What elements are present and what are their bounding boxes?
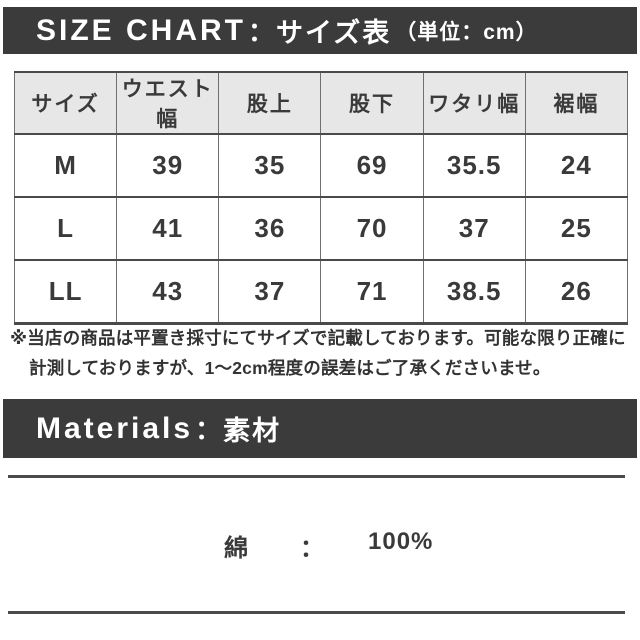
value-cell: 69 (320, 134, 424, 197)
material-composition-row: 綿 ： 100% (0, 528, 640, 562)
materials-header-bar: Materials ： 素材 (3, 399, 637, 458)
size-chart-title-ja: サイズ表 (276, 18, 392, 48)
size-label: L (57, 213, 75, 243)
size-chart-title-en: SIZE CHART (36, 13, 246, 47)
value-cell: 71 (320, 260, 424, 323)
value-cell: 38.5 (422, 260, 526, 323)
size-table-row-m: M 39 35 69 35.5 24 (14, 134, 628, 197)
column-header-size: サイズ (31, 93, 100, 116)
column-header-inseam: 股下 (320, 72, 424, 134)
value-cell: 35 (218, 134, 321, 197)
disclaimer-line-1: ※当店の商品は平置き採寸にてサイズで記載しております。可能な限り正確に (10, 328, 626, 348)
value-cell: 43 (116, 260, 219, 323)
value-cell: 70 (320, 197, 424, 260)
material-name: 綿 (224, 535, 248, 562)
column-header-rise: 股上 (218, 72, 321, 134)
materials-title-ja: 素材 (223, 416, 282, 446)
size-table-row-ll: LL 43 37 71 38.5 26 (15, 260, 628, 323)
size-label: M (54, 150, 77, 180)
material-percentage: 100% (368, 528, 434, 555)
size-chart-header-bar: SIZE CHART ： サイズ表 （単位：cm） (3, 7, 637, 54)
value-cell: 25 (524, 197, 628, 260)
value-cell: 36 (218, 197, 321, 260)
size-chart-title-separator: ： (248, 17, 275, 47)
materials-divider-top (8, 475, 625, 478)
disclaimer-line-2: 計測しておりますが、1〜2cm程度の誤差はご了承くださいませ。 (29, 358, 551, 378)
value-cell: 26 (524, 260, 628, 323)
value-cell: 24 (524, 134, 628, 197)
material-separator: ： (300, 535, 324, 562)
value-cell: 39 (116, 134, 219, 197)
value-cell: 37 (218, 260, 321, 323)
size-table-row-l: L 41 36 70 37 25 (14, 197, 628, 260)
value-cell: 41 (116, 197, 219, 260)
size-chart-unit-note: （単位：cm） (395, 20, 538, 44)
materials-title-en: Materials (36, 411, 194, 445)
measurement-disclaimer: ※当店の商品は平置き採寸にてサイズで記載しております。可能な限り正確に 計測して… (10, 323, 634, 383)
materials-title-separator: ： (195, 415, 222, 445)
size-table-header-row: サイズ ウエスト幅 股上 股下 ワタリ幅 裾幅 (14, 72, 628, 134)
materials-divider-bottom (8, 611, 625, 614)
column-header-waist: ウエスト幅 (116, 72, 219, 134)
column-header-thigh: ワタリ幅 (422, 72, 526, 134)
size-table: サイズ ウエスト幅 股上 股下 ワタリ幅 裾幅 M 39 35 69 35.5 … (14, 71, 628, 325)
value-cell: 35.5 (422, 134, 526, 197)
value-cell: 37 (422, 197, 526, 260)
column-header-hem: 裾幅 (524, 72, 628, 134)
size-label: LL (48, 275, 83, 306)
